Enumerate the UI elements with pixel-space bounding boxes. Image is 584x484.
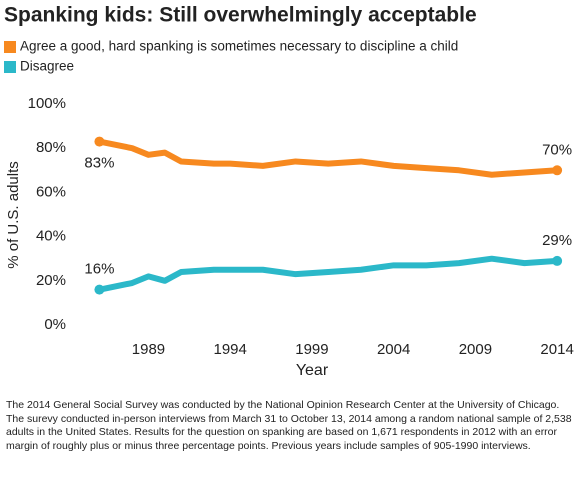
x-tick-label: 1989 [132,341,165,358]
point [552,165,563,176]
x-axis-label: Year [296,362,329,379]
point [94,136,105,147]
y-tick-label: 60% [36,183,66,200]
legend-swatch [4,61,16,73]
point [552,255,563,266]
series-line [96,138,561,178]
chart: Spanking kids: Still overwhelmingly acce… [4,4,574,379]
data-label: 83% [84,155,114,172]
chart-title: Spanking kids: Still overwhelmingly acce… [4,4,477,27]
data-label: 29% [542,232,572,249]
y-tick-label: 80% [36,139,66,156]
x-tick-label: 1999 [295,341,328,358]
series-line [96,255,561,293]
data-label: 16% [84,261,114,278]
y-tick-label: 20% [36,272,66,289]
y-tick-label: 40% [36,228,66,245]
footnote: The 2014 General Social Survey was condu… [6,399,572,452]
x-tick-label: 2014 [540,341,573,358]
y-tick-label: 0% [44,316,66,333]
point [94,284,105,295]
y-axis-label: % of U.S. adults [5,161,22,269]
y-tick-label: 100% [28,95,66,112]
x-tick-label: 2009 [459,341,492,358]
legend-label: Disagree [20,59,74,74]
data-label: 70% [542,141,572,158]
legend-label: Agree a good, hard spanking is sometimes… [20,39,458,54]
x-tick-label: 1994 [214,341,247,358]
x-tick-label: 2004 [377,341,410,358]
legend-swatch [4,41,16,53]
